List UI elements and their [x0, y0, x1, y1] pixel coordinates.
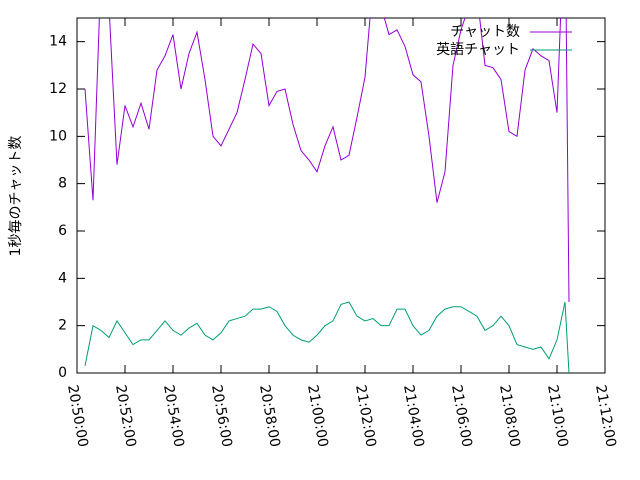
x-tick-label: 21:00:00: [304, 384, 331, 449]
legend-label: チャット数: [450, 24, 520, 40]
x-tick-label: 21:10:00: [544, 384, 571, 449]
x-tick-label: 21:08:00: [496, 384, 523, 449]
x-tick-label: 21:02:00: [352, 384, 379, 449]
x-tick-label: 20:52:00: [112, 384, 139, 449]
y-tick-label: 10: [49, 128, 67, 144]
y-tick-label: 8: [58, 176, 67, 192]
y-tick-label: 4: [58, 270, 67, 286]
x-tick-label: 20:54:00: [160, 384, 187, 449]
x-tick-label: 21:04:00: [400, 384, 427, 449]
x-tick-label: 20:56:00: [208, 384, 235, 449]
x-tick-label: 21:12:00: [592, 384, 619, 449]
x-tick-label: 20:50:00: [64, 384, 91, 449]
x-tick-label: 21:06:00: [448, 384, 475, 449]
series-line: [84, 18, 570, 303]
legend-label: 英語チャット: [436, 41, 520, 58]
y-tick-label: 14: [49, 34, 67, 50]
x-tick-label: 20:58:00: [256, 384, 283, 449]
y-tick-label: 2: [58, 318, 67, 334]
plot-border: [76, 17, 606, 374]
y-tick-label: 0: [58, 365, 67, 381]
series-line: [84, 301, 570, 373]
y-tick-label: 6: [58, 223, 67, 239]
y-tick-label: 12: [49, 81, 67, 97]
y-axis-label: 1秒毎のチャット数: [8, 136, 24, 257]
